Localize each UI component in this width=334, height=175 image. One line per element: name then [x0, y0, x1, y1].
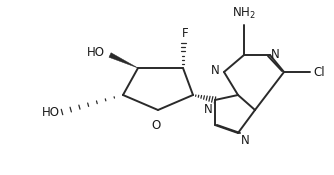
Text: N: N — [211, 65, 220, 78]
Text: HO: HO — [87, 46, 105, 58]
Text: N: N — [241, 134, 250, 147]
Text: F: F — [182, 27, 188, 40]
Polygon shape — [109, 53, 138, 68]
Text: O: O — [151, 119, 161, 132]
Text: N: N — [204, 103, 213, 116]
Text: NH$_2$: NH$_2$ — [232, 6, 256, 21]
Text: Cl: Cl — [313, 65, 325, 79]
Text: HO: HO — [42, 106, 60, 118]
Text: N: N — [271, 47, 280, 61]
